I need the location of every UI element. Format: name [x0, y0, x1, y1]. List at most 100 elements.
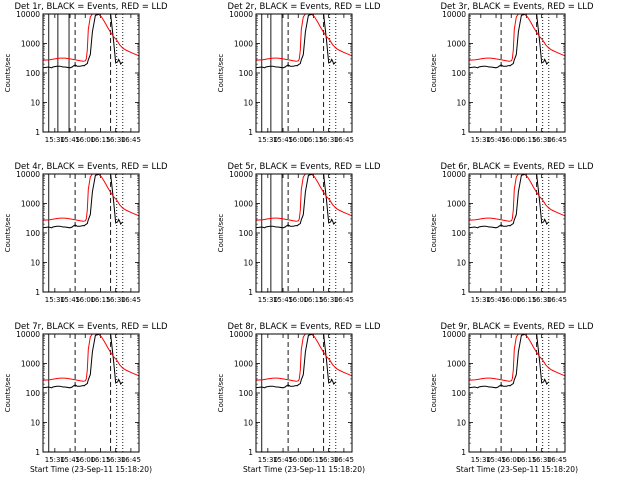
x-tick-label: 16:15: [303, 296, 323, 304]
x-tick-label: 16:30: [106, 456, 126, 464]
x-axis-label: Start Time (23-Sep-11 15:18:20): [30, 465, 152, 474]
y-tick-label: 1000: [447, 360, 466, 369]
x-tick-label: 16:45: [547, 136, 567, 144]
x-tick-label: 16:30: [532, 456, 552, 464]
y-tick-label: 1: [35, 128, 40, 137]
detector-panel: Det 4r, BLACK = Events, RED = LLD Counts/…: [4, 162, 168, 304]
x-tick-label: 16:15: [303, 136, 323, 144]
y-axis-label: Counts/sec: [4, 54, 12, 93]
detector-panel: Det 9r, BLACK = Events, RED = LLD Counts/…: [430, 322, 594, 474]
plot-frame: [255, 13, 353, 133]
y-tick-label: 10: [456, 419, 466, 428]
x-tick-label: 15:30: [471, 136, 491, 144]
series-line-events: [42, 13, 124, 69]
x-tick-label: 16:00: [501, 296, 521, 304]
y-tick-label: 100: [452, 69, 467, 78]
x-tick-label: 15:45: [273, 136, 293, 144]
x-tick-label: 16:45: [121, 296, 141, 304]
x-tick-label: 16:00: [288, 296, 308, 304]
x-axis-label: Start Time (23-Sep-11 15:18:20): [456, 465, 578, 474]
y-tick-label: 1000: [21, 200, 40, 209]
plot-frame: [42, 333, 140, 453]
series-line-lld: [42, 173, 140, 222]
plot-frame: [255, 173, 353, 293]
y-tick-label: 10000: [229, 330, 253, 339]
y-tick-label: 1: [248, 448, 253, 457]
y-tick-label: 100: [239, 69, 254, 78]
series-line-lld: [468, 333, 566, 382]
x-tick-label: 15:30: [471, 456, 491, 464]
y-tick-label: 10: [243, 259, 253, 268]
series-line-events: [468, 333, 550, 389]
x-tick-label: 16:15: [516, 456, 536, 464]
y-tick-label: 10: [30, 419, 40, 428]
y-tick-label: 10: [30, 99, 40, 108]
detector-panel: Det 6r, BLACK = Events, RED = LLD Counts/…: [430, 162, 594, 304]
detector-panel: Det 2r, BLACK = Events, RED = LLD Counts/…: [217, 2, 381, 144]
y-tick-label: 1: [248, 128, 253, 137]
series-line-lld: [42, 13, 140, 62]
x-tick-label: 16:00: [501, 456, 521, 464]
y-axis-label: Counts/sec: [430, 54, 438, 93]
panel-title: Det 1r, BLACK = Events, RED = LLD: [14, 2, 168, 12]
y-tick-label: 1000: [234, 200, 253, 209]
x-axis-label: Start Time (23-Sep-11 15:18:20): [243, 465, 365, 474]
y-tick-label: 1000: [447, 200, 466, 209]
panel-title: Det 7r, BLACK = Events, RED = LLD: [14, 322, 168, 332]
plot-frame: [42, 13, 140, 133]
y-tick-label: 1000: [234, 40, 253, 49]
x-tick-label: 16:45: [334, 136, 354, 144]
y-tick-label: 10: [243, 99, 253, 108]
x-tick-label: 15:45: [60, 136, 80, 144]
y-tick-label: 10000: [16, 330, 40, 339]
detector-panel: Det 5r, BLACK = Events, RED = LLD Counts/…: [217, 162, 381, 304]
series-line-lld: [255, 333, 353, 382]
panel-title: Det 2r, BLACK = Events, RED = LLD: [227, 2, 381, 12]
series-line-events: [42, 173, 124, 229]
y-tick-label: 1: [248, 288, 253, 297]
y-axis-label: Counts/sec: [430, 214, 438, 253]
x-tick-label: 16:15: [90, 456, 110, 464]
x-tick-label: 16:45: [121, 136, 141, 144]
x-tick-label: 16:30: [532, 136, 552, 144]
y-tick-label: 10000: [442, 330, 466, 339]
x-tick-label: 16:30: [319, 456, 339, 464]
y-tick-label: 100: [239, 229, 254, 238]
x-tick-label: 16:30: [319, 136, 339, 144]
x-tick-label: 15:30: [471, 296, 491, 304]
x-tick-label: 16:00: [501, 136, 521, 144]
plot-frame: [468, 13, 566, 133]
x-tick-label: 15:30: [258, 456, 278, 464]
detector-panel: Det 8r, BLACK = Events, RED = LLD Counts/…: [217, 322, 381, 474]
y-tick-label: 1000: [234, 360, 253, 369]
y-axis-label: Counts/sec: [217, 374, 225, 413]
series-line-events: [468, 173, 550, 229]
series-line-events: [468, 13, 550, 69]
y-tick-label: 1000: [21, 360, 40, 369]
y-tick-label: 10000: [229, 10, 253, 19]
y-tick-label: 10000: [442, 170, 466, 179]
detector-panel: Det 3r, BLACK = Events, RED = LLD Counts/…: [430, 2, 594, 144]
series-line-events: [42, 333, 124, 389]
y-tick-label: 1: [461, 448, 466, 457]
series-line-lld: [468, 13, 566, 62]
y-tick-label: 10000: [16, 170, 40, 179]
y-tick-label: 100: [26, 229, 41, 238]
y-tick-label: 1000: [447, 40, 466, 49]
y-axis-label: Counts/sec: [4, 374, 12, 413]
y-tick-label: 100: [26, 69, 41, 78]
x-tick-label: 16:45: [547, 296, 567, 304]
y-axis-label: Counts/sec: [217, 214, 225, 253]
x-tick-label: 15:30: [45, 456, 65, 464]
y-axis-label: Counts/sec: [430, 374, 438, 413]
y-tick-label: 1: [35, 448, 40, 457]
panel-title: Det 8r, BLACK = Events, RED = LLD: [227, 322, 381, 332]
x-tick-label: 16:30: [106, 136, 126, 144]
y-tick-label: 1: [461, 288, 466, 297]
x-tick-label: 15:30: [258, 296, 278, 304]
x-tick-label: 16:00: [75, 296, 95, 304]
plot-frame: [468, 333, 566, 453]
y-tick-label: 1: [35, 288, 40, 297]
x-tick-label: 16:45: [334, 456, 354, 464]
